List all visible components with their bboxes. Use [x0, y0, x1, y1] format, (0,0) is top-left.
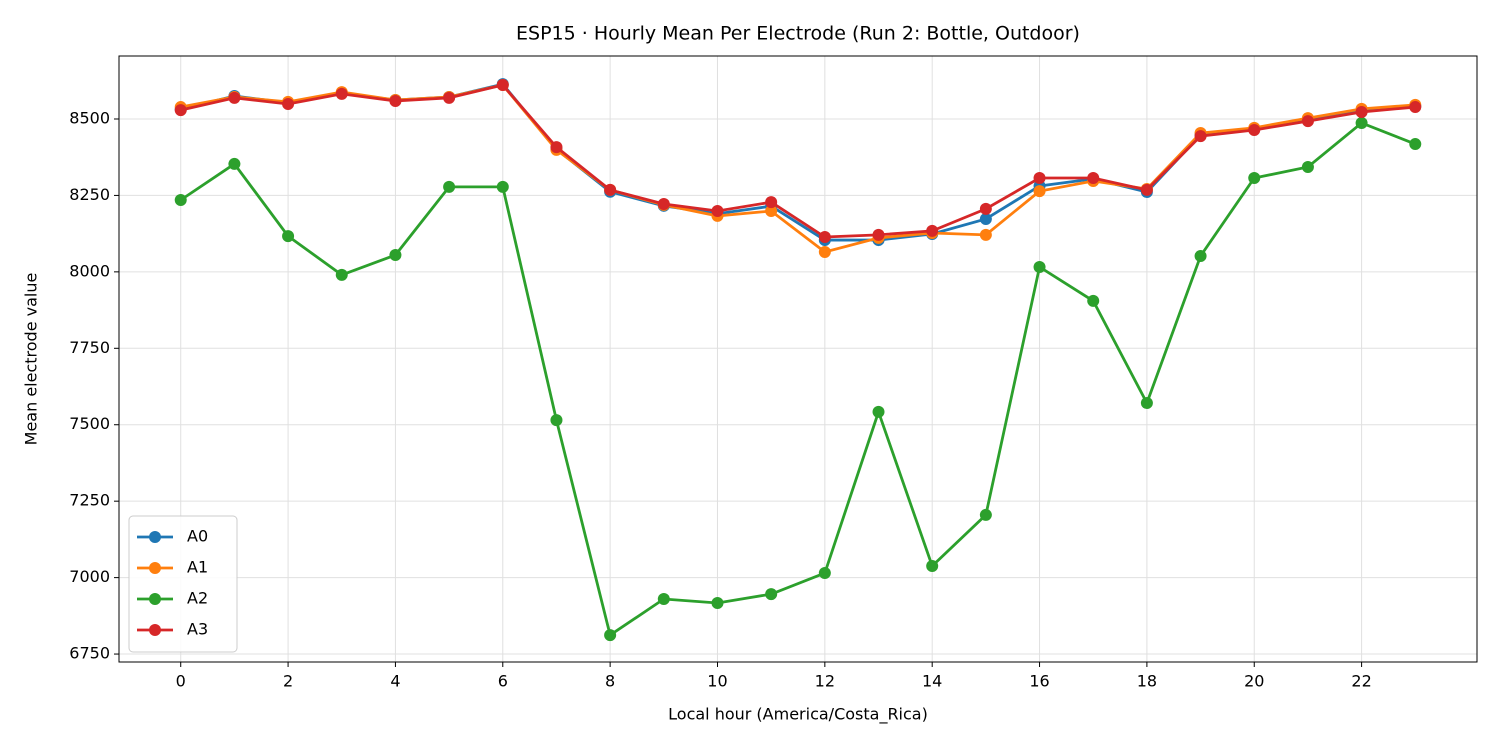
- data-point: [1248, 123, 1261, 136]
- y-tick-label: 8000: [69, 261, 110, 280]
- data-point: [389, 94, 402, 107]
- legend-label: A1: [187, 558, 208, 577]
- data-point: [657, 593, 670, 606]
- data-point: [979, 508, 992, 521]
- data-point: [604, 183, 617, 196]
- data-point: [228, 157, 241, 170]
- data-point: [1355, 116, 1368, 129]
- data-point: [926, 559, 939, 572]
- legend-box: [128, 515, 238, 653]
- data-point: [979, 228, 992, 241]
- legend-marker: [149, 531, 161, 543]
- data-point: [389, 249, 402, 262]
- data-point: [1140, 183, 1153, 196]
- y-tick-label: 8500: [69, 108, 110, 127]
- data-point: [174, 194, 187, 207]
- data-point: [550, 141, 563, 154]
- y-tick-label: 7000: [69, 567, 110, 586]
- data-point: [335, 268, 348, 281]
- data-point: [1355, 105, 1368, 118]
- data-point: [335, 87, 348, 100]
- data-point: [711, 596, 724, 609]
- data-point: [1033, 185, 1046, 198]
- x-tick-label: 6: [498, 672, 508, 691]
- data-point: [550, 414, 563, 427]
- x-tick-label: 22: [1351, 672, 1371, 691]
- data-point: [1409, 138, 1422, 151]
- data-point: [657, 197, 670, 210]
- legend-label: A3: [187, 620, 208, 639]
- data-point: [1409, 101, 1422, 114]
- data-point: [872, 405, 885, 418]
- data-point: [1087, 171, 1100, 184]
- data-point: [711, 205, 724, 218]
- y-tick-label: 7750: [69, 338, 110, 357]
- x-tick-label: 12: [815, 672, 835, 691]
- data-point: [1194, 249, 1207, 262]
- legend-label: A0: [187, 527, 208, 546]
- data-point: [765, 196, 778, 209]
- data-point: [818, 567, 831, 580]
- data-point: [1140, 397, 1153, 410]
- legend-marker: [149, 562, 161, 574]
- data-point: [818, 245, 831, 258]
- data-point: [174, 104, 187, 117]
- y-tick-label: 8250: [69, 185, 110, 204]
- series-line: [180, 83, 1416, 239]
- data-point: [765, 205, 778, 218]
- data-point: [979, 202, 992, 215]
- data-point: [1248, 171, 1261, 184]
- data-point: [765, 588, 778, 601]
- legend-label: A2: [187, 589, 208, 608]
- legend-marker: [149, 593, 161, 605]
- series-line: [179, 121, 1416, 638]
- x-tick-label: 4: [390, 672, 400, 691]
- y-tick-label: 7500: [69, 414, 110, 433]
- data-point: [282, 230, 295, 243]
- data-point: [1033, 260, 1046, 273]
- y-tick-label: 7250: [69, 491, 110, 510]
- x-tick-label: 8: [605, 672, 615, 691]
- x-tick-label: 20: [1244, 672, 1264, 691]
- x-tick-label: 14: [922, 672, 942, 691]
- data-point: [926, 224, 939, 237]
- data-point: [1301, 160, 1314, 173]
- data-point: [979, 212, 992, 225]
- x-tick-label: 2: [283, 672, 293, 691]
- data-point: [282, 98, 295, 111]
- x-tick-label: 10: [707, 672, 727, 691]
- data-point: [228, 91, 241, 104]
- y-tick-label: 6750: [69, 644, 110, 663]
- data-point: [443, 91, 456, 104]
- data-point: [496, 180, 509, 193]
- data-point: [604, 629, 617, 642]
- y-axis-label: Mean electrode value: [22, 273, 41, 446]
- data-point: [872, 228, 885, 241]
- x-tick-label: 18: [1137, 672, 1157, 691]
- data-point: [1194, 130, 1207, 143]
- x-axis-label: Local hour (America/Costa_Rica): [668, 705, 928, 725]
- x-tick-label: 16: [1029, 672, 1049, 691]
- data-point: [1301, 115, 1314, 128]
- x-tick-label: 0: [176, 672, 186, 691]
- data-point: [496, 79, 509, 92]
- data-point: [1033, 171, 1046, 184]
- legend-marker: [149, 624, 161, 636]
- data-point: [443, 180, 456, 193]
- chart-title: ESP15 · Hourly Mean Per Electrode (Run 2…: [516, 23, 1080, 45]
- data-point: [1087, 294, 1100, 307]
- data-point: [818, 231, 831, 244]
- plot-frame: [118, 55, 1478, 663]
